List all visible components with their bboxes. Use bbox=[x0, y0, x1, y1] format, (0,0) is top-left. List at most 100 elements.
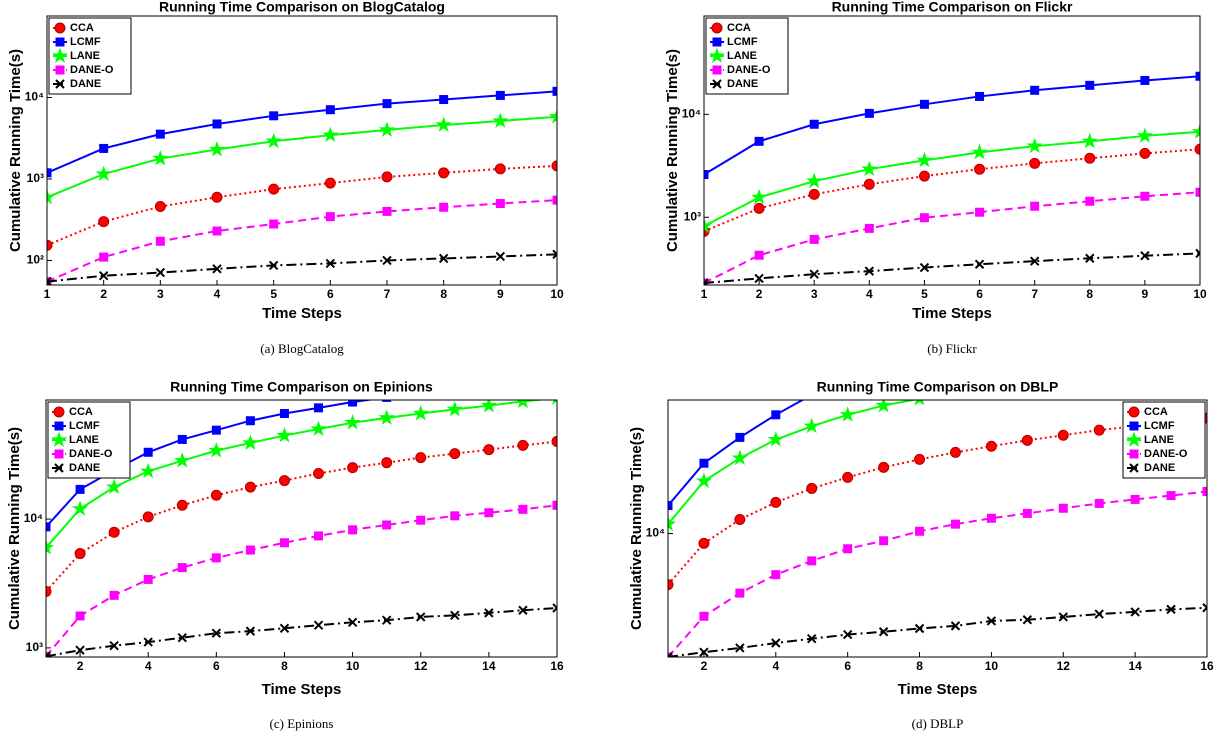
marker bbox=[46, 651, 51, 657]
marker bbox=[1195, 71, 1200, 81]
marker bbox=[843, 544, 853, 554]
marker bbox=[864, 108, 874, 118]
marker bbox=[1195, 248, 1200, 259]
marker bbox=[450, 511, 460, 521]
marker bbox=[548, 108, 557, 124]
caption: (d) DBLP bbox=[912, 716, 964, 731]
x-tick-label: 7 bbox=[1031, 287, 1038, 301]
marker bbox=[154, 200, 166, 212]
marker bbox=[155, 129, 165, 139]
marker bbox=[864, 266, 875, 276]
marker bbox=[704, 278, 709, 285]
x-tick-label: 8 bbox=[440, 287, 447, 301]
legend-marker bbox=[53, 406, 65, 418]
y-tick-label: 10⁴ bbox=[25, 90, 44, 104]
y-tick-label: 10⁴ bbox=[24, 511, 43, 525]
marker bbox=[1094, 609, 1104, 619]
marker bbox=[378, 121, 396, 137]
marker bbox=[771, 638, 781, 648]
marker bbox=[47, 168, 52, 178]
marker bbox=[1084, 152, 1096, 164]
data-layer bbox=[46, 400, 557, 657]
data-layer bbox=[47, 86, 557, 285]
panel: Running Time Comparison on Epinions Time … bbox=[6, 379, 564, 731]
marker bbox=[109, 590, 119, 600]
marker bbox=[47, 239, 53, 251]
marker bbox=[1030, 85, 1040, 95]
marker bbox=[807, 556, 817, 566]
marker bbox=[276, 426, 293, 443]
series-line bbox=[47, 115, 557, 199]
y-tick-label: 10³ bbox=[684, 209, 701, 223]
marker bbox=[551, 160, 557, 172]
marker bbox=[771, 410, 781, 420]
chart-title: Running Time Comparison on Epinions bbox=[170, 379, 433, 395]
series-line bbox=[704, 252, 1200, 285]
marker bbox=[1057, 429, 1069, 441]
series-line bbox=[704, 148, 1200, 233]
marker bbox=[919, 99, 929, 109]
marker bbox=[1058, 503, 1068, 513]
chart-title: Running Time Comparison on BlogCatalog bbox=[159, 0, 445, 15]
series-line bbox=[704, 75, 1200, 176]
panel: Running Time Comparison on Flickr Time St… bbox=[664, 0, 1207, 356]
x-tick-label: 10 bbox=[346, 659, 360, 673]
legend-label: DANE-O bbox=[1144, 448, 1188, 460]
chart-title: Running Time Comparison on Flickr bbox=[832, 0, 1073, 15]
marker bbox=[1095, 327, 1103, 335]
marker bbox=[806, 482, 818, 494]
marker bbox=[808, 188, 820, 200]
marker bbox=[46, 539, 55, 555]
series-line bbox=[47, 164, 557, 247]
marker bbox=[348, 525, 358, 535]
marker bbox=[771, 570, 781, 580]
marker bbox=[1191, 123, 1200, 139]
axes-frame bbox=[45, 399, 558, 658]
marker bbox=[212, 264, 222, 274]
chart-title: Running Time Comparison on DBLP bbox=[817, 379, 1059, 395]
series-line bbox=[668, 400, 918, 525]
legend-marker bbox=[50, 431, 68, 447]
marker bbox=[450, 610, 460, 621]
marker bbox=[46, 522, 51, 532]
marker bbox=[143, 574, 153, 584]
marker bbox=[324, 177, 336, 189]
marker bbox=[449, 448, 461, 460]
marker bbox=[986, 513, 996, 523]
marker bbox=[919, 213, 929, 223]
marker bbox=[1085, 80, 1095, 90]
marker bbox=[986, 616, 997, 626]
marker bbox=[552, 195, 557, 205]
legend-label: CCA bbox=[70, 22, 94, 34]
marker bbox=[985, 440, 997, 452]
marker bbox=[495, 90, 505, 100]
legend-label: DANE bbox=[70, 78, 101, 90]
legend-marker bbox=[712, 79, 722, 89]
marker bbox=[47, 276, 52, 285]
marker bbox=[864, 223, 874, 233]
marker bbox=[177, 434, 187, 444]
marker bbox=[211, 553, 221, 563]
marker bbox=[918, 170, 930, 182]
legend-label: DANE bbox=[69, 462, 100, 474]
marker bbox=[753, 202, 765, 214]
legend-marker bbox=[1129, 421, 1139, 431]
marker bbox=[767, 431, 784, 447]
marker bbox=[1029, 157, 1041, 169]
marker bbox=[438, 167, 450, 179]
x-tick-label: 7 bbox=[384, 287, 391, 301]
marker bbox=[916, 358, 924, 366]
marker bbox=[381, 171, 393, 183]
marker bbox=[210, 489, 222, 501]
legend-label: LANE bbox=[727, 50, 757, 62]
y-tick-label: 10³ bbox=[27, 171, 44, 185]
marker bbox=[552, 249, 557, 260]
x-tick-label: 14 bbox=[482, 659, 496, 673]
series-line bbox=[46, 504, 557, 657]
marker bbox=[177, 563, 187, 573]
x-tick-label: 16 bbox=[550, 659, 564, 673]
marker bbox=[212, 119, 222, 129]
marker bbox=[492, 112, 509, 128]
marker bbox=[1023, 338, 1031, 346]
